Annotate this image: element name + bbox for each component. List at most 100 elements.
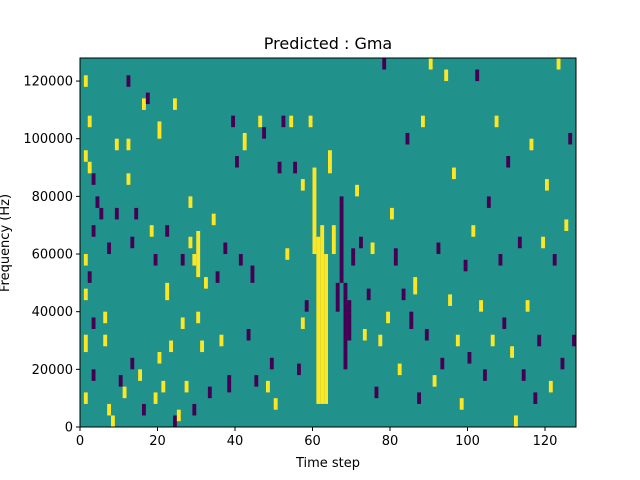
heatmap-cell [142,403,146,416]
heatmap-cell [126,75,131,87]
heatmap-cell [521,369,526,381]
y-tick-label: 100000 [23,132,73,147]
heatmap-cell [207,386,212,399]
heatmap-cell [479,300,484,312]
heatmap-cell [328,150,332,174]
y-tick-label: 0 [65,421,73,436]
heatmap-cell [99,207,104,220]
heatmap-cell [312,167,317,255]
heatmap-cell [324,254,329,404]
heatmap-cell [114,138,119,151]
heatmap-cell [184,380,189,393]
heatmap-cell [83,334,88,353]
heatmap-cell [335,282,340,312]
heatmap-cell [351,248,356,266]
heatmap-cell [281,115,286,128]
heatmap-cell [111,415,115,427]
heatmap-cell [118,375,123,387]
heatmap-cell [308,115,313,128]
heatmap-cell [122,386,127,399]
heatmap-cell [506,156,511,168]
heatmap-cell [273,398,278,410]
heatmap-cell [289,115,294,128]
x-tick-label: 100 [455,434,480,449]
heatmap-cell [533,392,538,404]
heatmap-cell [219,334,224,347]
heatmap-cell [552,254,557,266]
heatmap-cell [297,363,301,376]
heatmap-cell [196,230,201,278]
heatmap-cell [444,69,449,82]
heatmap-cell [428,58,433,70]
heatmap-cell [145,92,150,105]
heatmap-cell [459,398,464,410]
heatmap-cell [393,248,398,266]
heatmap-cell [269,357,274,370]
heatmap-cell [514,415,518,427]
heatmap-cell [153,392,158,404]
heatmap-cell [231,115,236,128]
heatmap-cell [87,161,92,174]
heatmap-cell [157,121,162,139]
heatmap-cell [448,294,453,306]
heatmap-cell [91,225,96,237]
heatmap-cell [545,179,549,191]
heatmap-cell [537,334,542,347]
heatmap-cell [91,317,96,329]
heatmap-cell [486,196,491,208]
heatmap-cell [180,317,185,329]
heatmap-cell [277,161,282,174]
y-tick-label: 60000 [32,248,73,263]
plot-area [79,57,577,428]
y-tick-label: 120000 [23,75,73,90]
heatmap-cell [343,282,348,370]
heatmap-cell [316,236,321,404]
heatmap-cell [83,288,88,301]
x-axis: 0 20 40 60 80 100 120 [76,427,558,449]
heatmap-cell [300,317,305,329]
heatmap-cell [103,311,108,324]
heatmap-cell [149,225,154,237]
heatmap-cell [339,196,344,283]
x-tick-label: 120 [533,434,558,449]
heatmap-cell [204,277,208,289]
heatmap-cell [87,271,92,283]
heatmap-cell [490,334,495,347]
heatmap-cell [390,207,394,220]
heatmap-cell [409,311,414,329]
heatmap-cell [188,196,193,208]
heatmap-cell [130,357,135,370]
heatmap-cell [510,346,515,358]
heatmap-cell [541,236,546,249]
heatmap-cell [107,242,112,255]
x-tick-label: 20 [149,434,166,449]
heatmap-cell [130,236,135,249]
heatmap-cell [95,196,100,208]
heatmap-cell [142,98,146,110]
heatmap-cell [196,311,201,324]
heatmap-cell [91,173,96,185]
heatmap-cell [467,352,472,364]
heatmap-cell [238,254,243,266]
heatmap-cell [300,179,305,191]
heatmap-cell [397,363,402,376]
heatmap-cell [502,317,507,329]
heatmap-cell [215,271,220,283]
heatmap-cell [176,409,181,422]
plot-frame [79,57,577,428]
heatmap-cell [386,311,391,324]
heatmap-cell [293,161,298,174]
heatmap-cell [235,156,239,168]
heatmap-cell [494,115,499,128]
heatmap-cell [169,340,174,353]
heatmap-cell [138,369,143,381]
x-tick-label: 80 [382,434,399,449]
heatmap-cell [525,300,530,312]
heatmap-cell [83,254,88,266]
y-axis: 0 20000 40000 60000 80000 100000 120000 [23,75,80,436]
heatmap-cell [382,58,387,70]
heatmap-cell [126,173,131,185]
heatmap-cell [572,334,577,347]
heatmap-cell [83,392,88,404]
